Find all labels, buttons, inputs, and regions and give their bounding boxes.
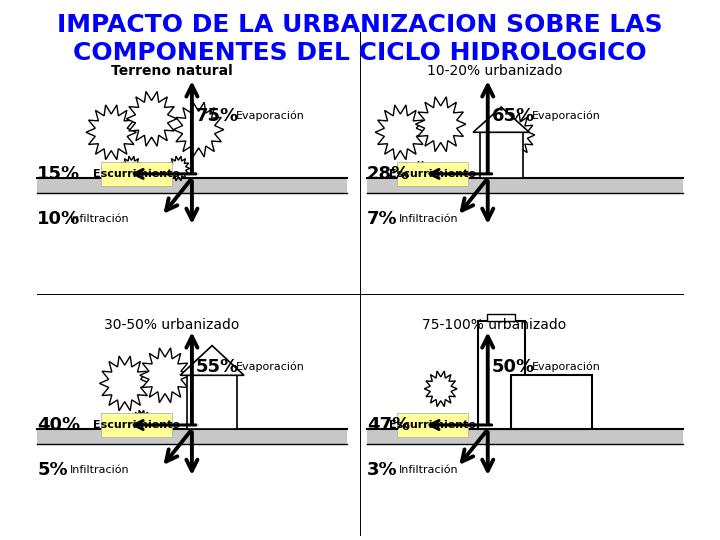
Polygon shape xyxy=(180,346,244,375)
Text: Escurrimiento: Escurrimiento xyxy=(93,169,180,179)
Polygon shape xyxy=(140,348,190,403)
Text: 7%: 7% xyxy=(366,210,397,228)
Polygon shape xyxy=(120,156,143,181)
Text: Infiltración: Infiltración xyxy=(70,214,129,224)
Text: 15%: 15% xyxy=(37,165,81,183)
Text: Escurrimiento: Escurrimiento xyxy=(93,420,180,430)
Polygon shape xyxy=(411,161,430,182)
Bar xyxy=(366,178,683,193)
Polygon shape xyxy=(415,97,466,152)
Bar xyxy=(366,429,683,444)
Text: 55%: 55% xyxy=(196,358,239,376)
Polygon shape xyxy=(132,410,151,432)
Polygon shape xyxy=(174,102,224,157)
Bar xyxy=(477,321,525,429)
Bar xyxy=(480,132,523,178)
Text: Evaporación: Evaporación xyxy=(235,362,305,373)
Text: 65%: 65% xyxy=(492,107,535,125)
Bar xyxy=(140,421,143,429)
Bar xyxy=(511,375,592,429)
Polygon shape xyxy=(86,105,136,160)
Text: Evaporación: Evaporación xyxy=(235,111,305,122)
Bar xyxy=(177,168,180,177)
Text: Infiltración: Infiltración xyxy=(70,465,129,475)
Text: Escurrimiento: Escurrimiento xyxy=(389,420,476,430)
Polygon shape xyxy=(167,156,190,181)
FancyBboxPatch shape xyxy=(397,413,467,437)
Bar xyxy=(109,132,114,151)
Bar xyxy=(439,389,442,401)
Text: 75-100% urbanizado: 75-100% urbanizado xyxy=(423,318,567,332)
Polygon shape xyxy=(495,113,535,157)
Polygon shape xyxy=(473,107,529,132)
Text: 10%: 10% xyxy=(37,210,81,228)
Text: 40%: 40% xyxy=(37,416,81,434)
Bar xyxy=(162,375,168,394)
Bar xyxy=(420,172,421,179)
Text: Infiltración: Infiltración xyxy=(399,465,459,475)
Bar xyxy=(130,168,132,177)
Text: 28%: 28% xyxy=(366,165,410,183)
Text: 47%: 47% xyxy=(366,416,410,434)
Bar xyxy=(122,383,127,402)
Polygon shape xyxy=(424,371,457,407)
Bar xyxy=(149,119,154,138)
Text: COMPONENTES DEL CICLO HIDROLOGICO: COMPONENTES DEL CICLO HIDROLOGICO xyxy=(73,40,647,64)
Bar xyxy=(513,135,517,150)
Text: 10-20% urbanizado: 10-20% urbanizado xyxy=(427,64,562,78)
Text: 5%: 5% xyxy=(37,461,68,479)
Bar xyxy=(487,314,516,321)
Text: 30-50% urbanizado: 30-50% urbanizado xyxy=(104,318,240,332)
Polygon shape xyxy=(127,91,176,146)
Bar xyxy=(397,132,403,151)
Text: Terreno natural: Terreno natural xyxy=(111,64,233,78)
Text: 50%: 50% xyxy=(492,358,535,376)
Text: Evaporación: Evaporación xyxy=(531,111,600,122)
Text: 3%: 3% xyxy=(366,461,397,479)
Text: Evaporación: Evaporación xyxy=(531,362,600,373)
FancyBboxPatch shape xyxy=(101,162,172,186)
Text: IMPACTO DE LA URBANIZACION SOBRE LAS: IMPACTO DE LA URBANIZACION SOBRE LAS xyxy=(57,14,663,37)
Bar xyxy=(196,130,202,148)
Text: 75%: 75% xyxy=(196,107,239,125)
Bar xyxy=(37,429,346,444)
FancyBboxPatch shape xyxy=(101,413,172,437)
Bar xyxy=(187,375,238,429)
Text: Escurrimiento: Escurrimiento xyxy=(389,169,476,179)
FancyBboxPatch shape xyxy=(397,162,467,186)
Polygon shape xyxy=(375,105,426,160)
Bar xyxy=(37,178,346,193)
Text: Infiltración: Infiltración xyxy=(399,214,459,224)
Polygon shape xyxy=(99,356,150,411)
Bar xyxy=(438,124,444,143)
